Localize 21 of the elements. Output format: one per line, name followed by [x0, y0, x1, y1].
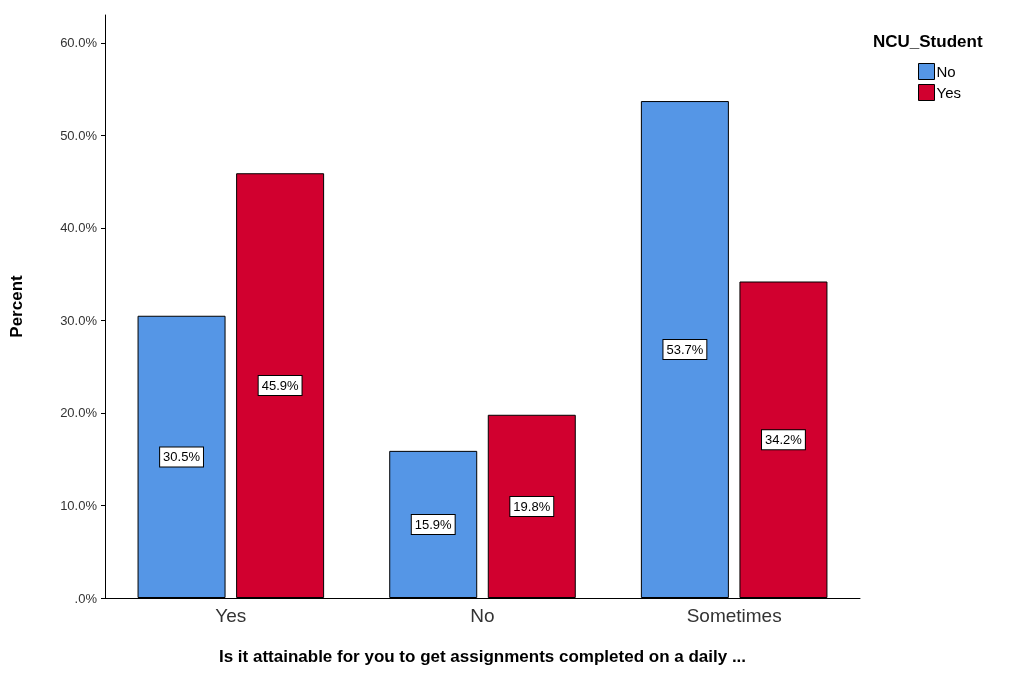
y-tick-label: 40.0%	[60, 220, 98, 236]
data-label: 53.7%	[666, 342, 704, 358]
data-label: 15.9%	[414, 516, 453, 532]
x-tick-label: No	[470, 605, 495, 626]
y-tick-label: 10.0%	[60, 497, 98, 513]
y-tick-label: 60.0%	[60, 35, 98, 51]
data-label: 19.8%	[513, 498, 551, 514]
legend-label: Yes	[936, 84, 961, 101]
y-tick-label: 30.0%	[60, 312, 98, 328]
data-label: 34.2%	[765, 432, 803, 448]
legend-label: No	[936, 63, 956, 80]
x-tick-label: Sometimes	[686, 605, 782, 626]
data-label: 45.9%	[261, 378, 299, 394]
y-tick-label: 20.0%	[60, 405, 98, 421]
y-tick-label: .0%	[74, 590, 98, 606]
x-tick-label: Yes	[215, 605, 247, 626]
legend-title: NCU_Student	[873, 32, 983, 51]
y-tick-label: 50.0%	[60, 127, 98, 143]
data-label: 30.5%	[163, 449, 201, 465]
x-axis-title: Is it attainable for you to get assignments completed on a daily ...	[218, 647, 747, 666]
y-axis-title: Percent	[7, 274, 26, 338]
